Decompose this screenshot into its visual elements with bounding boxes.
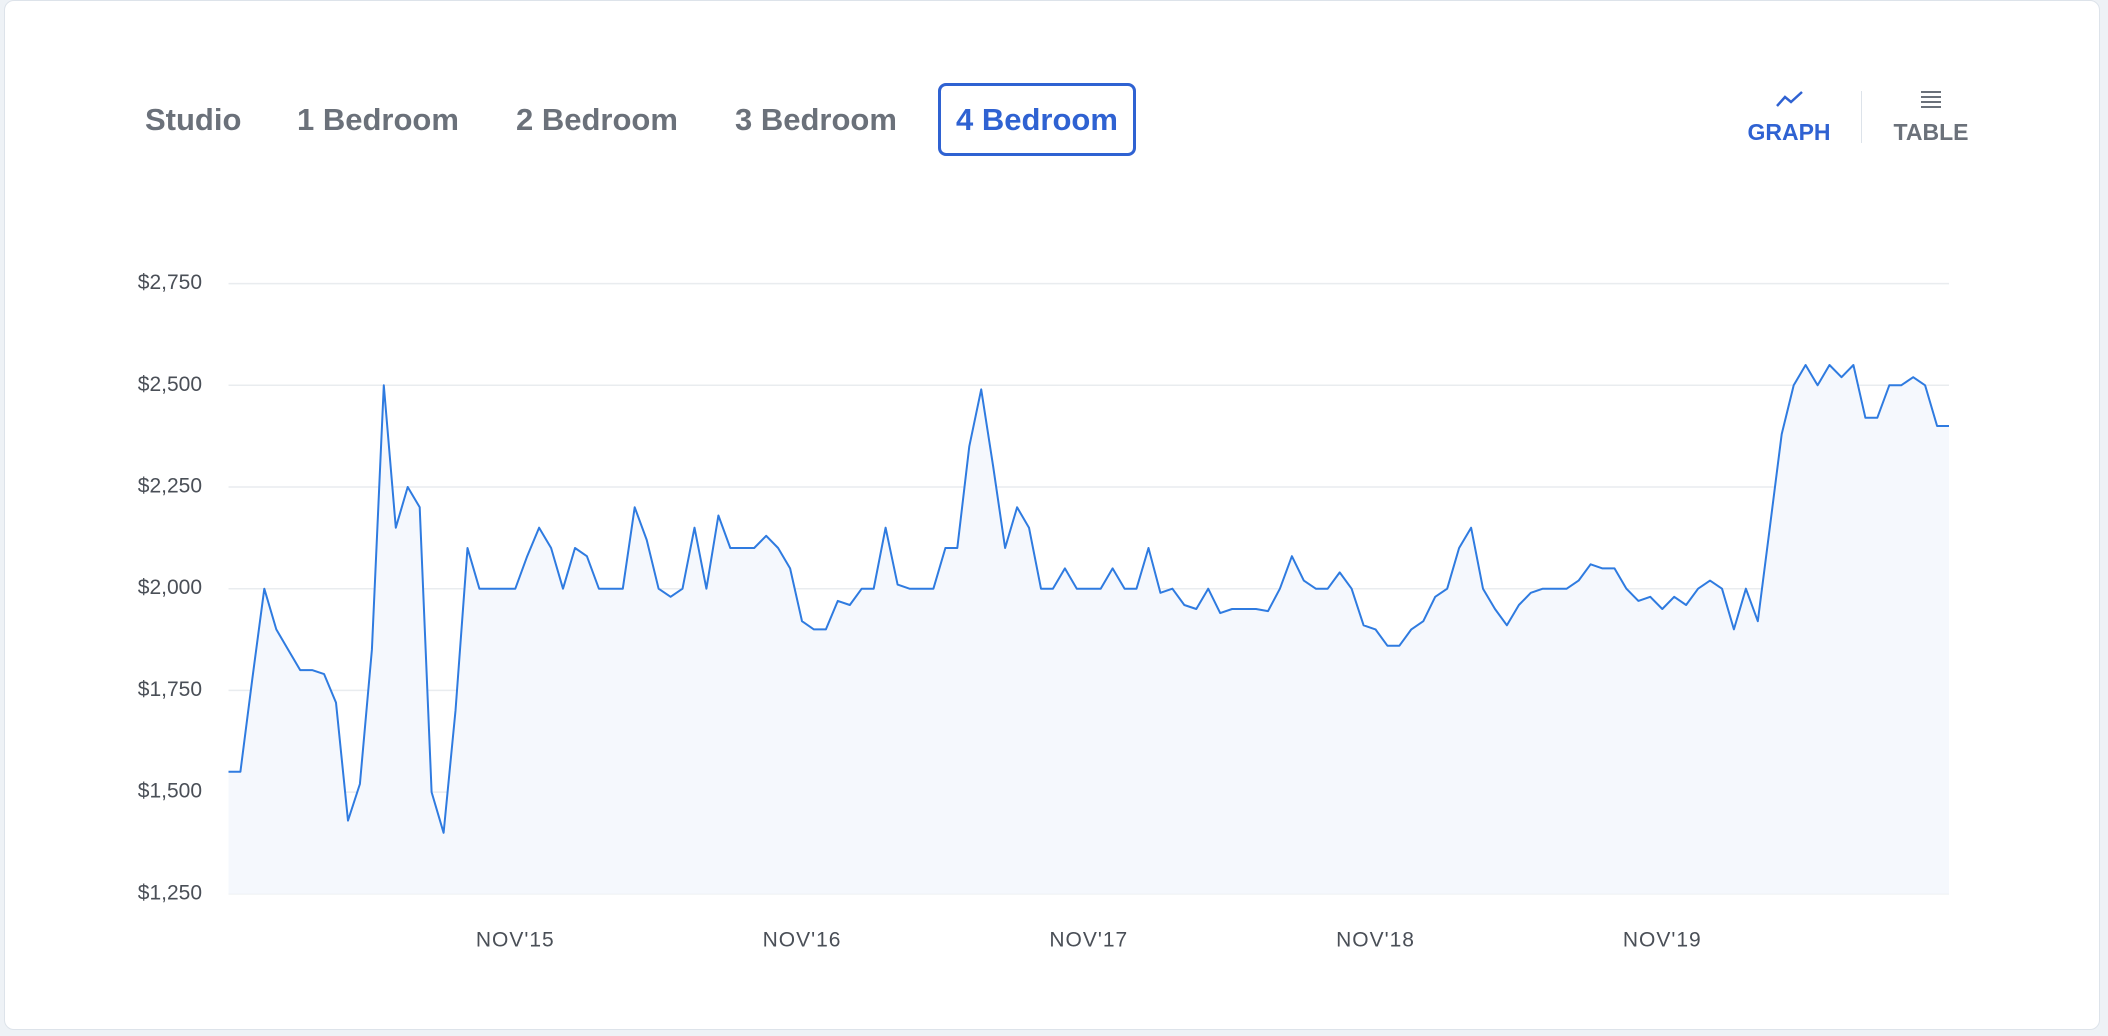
tab[interactable]: 3 Bedroom [735,83,897,156]
y-tick-label: $1,750 [138,678,202,701]
tab[interactable]: 1 Bedroom [297,83,459,156]
line [228,364,1949,834]
y-tick-label: $2,750 [138,271,202,294]
table-icon[interactable] [1919,89,1943,111]
x-tick-label: NOV'19 [1623,929,1702,952]
tab[interactable]: 2 Bedroom [516,83,678,156]
x-tick-label: NOV'17 [1049,929,1128,952]
y-tick-label: $1,500 [138,780,202,803]
x-tick-label: NOV'15 [476,929,555,952]
tab[interactable]: Studio [145,83,241,156]
graph-toggle[interactable]: GRAPH [1747,119,1831,145]
area [228,365,1949,894]
table-toggle[interactable]: TABLE [1893,119,1969,145]
divider [1861,91,1862,143]
x-tick-label: NOV'16 [763,929,842,952]
y-tick-label: $1,250 [138,881,202,904]
x-tick-label: NOV'18 [1336,929,1415,952]
y-tick-label: $2,250 [138,475,202,498]
y-tick-label: $2,000 [138,576,202,599]
y-tick-label: $2,500 [138,373,202,396]
tab-active[interactable]: 4 Bedroom [938,83,1136,156]
graph-icon[interactable] [1775,89,1805,109]
